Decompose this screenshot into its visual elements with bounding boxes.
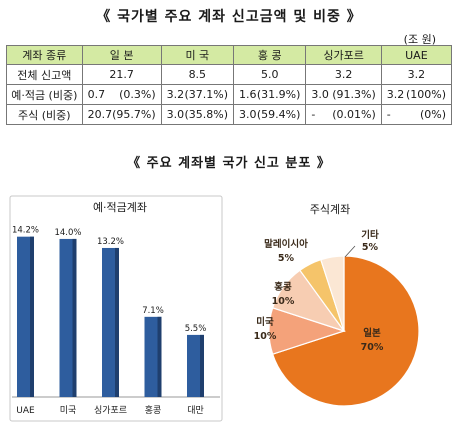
bar — [187, 334, 204, 397]
bar-category-label: 홍콩 — [145, 404, 162, 416]
bar — [17, 236, 34, 397]
table-cell: 3.0 (35.8%) — [160, 104, 235, 125]
cell-value: 5.0 — [260, 68, 279, 81]
pie-slice-label: 기타 — [361, 229, 379, 241]
bar-category-label: 싱가포르 — [94, 405, 127, 416]
cell-value: 3.0 — [239, 108, 257, 121]
table-cell: - (0%) — [380, 104, 453, 125]
bar-value-label: 14.0% — [54, 228, 81, 238]
cell-value: 3.0 — [166, 108, 185, 121]
bar-value-label: 13.2% — [97, 237, 124, 247]
header-cell: 싱가포르 — [305, 45, 382, 65]
cell-share: (91.3%) — [332, 88, 376, 101]
cell-value: 8.5 — [188, 68, 207, 81]
table-cell: 3.2 (37.1%) — [160, 84, 235, 105]
bar-shade — [72, 238, 77, 397]
pie-slice-value: 10% — [272, 296, 295, 307]
bar — [144, 316, 162, 397]
cell-value: 20.7 — [87, 108, 113, 121]
bar-value-label: 5.5% — [185, 324, 207, 334]
pie-slice-value: 5% — [362, 242, 379, 253]
bar — [59, 238, 77, 397]
cell-share: (0%) — [419, 108, 446, 121]
bar-category-label: UAE — [16, 406, 35, 416]
header-cell: 미 국 — [160, 45, 235, 65]
bar-shade — [157, 316, 162, 397]
pie-slice-value: 5% — [278, 253, 295, 264]
cell-share: (0.3%) — [119, 88, 156, 101]
cell-value: - — [386, 108, 391, 121]
table-cell: 20.7 (95.7%) — [81, 104, 162, 125]
table-header-row: 계좌 종류 일 본 미 국 홍 콩 싱가포르 UAE — [6, 45, 453, 65]
page-title: 《 국가별 주요 계좌 신고금액 및 비중 》 — [96, 9, 362, 25]
cell-share: (31.9%) — [256, 88, 301, 101]
bar-shade — [30, 236, 34, 397]
pie-slice-label: 말레이시아 — [264, 238, 308, 250]
bar-category-label: 대만 — [187, 405, 204, 416]
bar-shade — [115, 247, 119, 397]
pie-slice-label: 일본 — [363, 327, 381, 339]
cell-value: - — [311, 108, 316, 121]
table-cell: 3.2 — [305, 64, 382, 85]
bar-chart-title: 예·적금계좌 — [92, 201, 148, 214]
pie-slice-value: 70% — [361, 342, 384, 353]
pie-leader-line — [344, 245, 356, 258]
cell-share: (59.4%) — [256, 108, 301, 121]
unit-label: (조 원) — [403, 33, 436, 46]
header-cell: 홍 콩 — [233, 45, 307, 65]
bar-value-label: 14.2% — [12, 226, 39, 236]
cell-share: (35.8%) — [184, 108, 229, 121]
row-label: 전체 신고액 — [6, 64, 83, 85]
table-cell: 3.0 (59.4%) — [233, 104, 307, 125]
cell-share: (100%) — [405, 88, 446, 101]
cell-value: 1.6 — [239, 88, 257, 101]
cell-value: 21.7 — [109, 68, 134, 81]
cell-value: 3.2 — [407, 68, 426, 81]
section-title: 《 주요 계좌별 국가 신고 분포 》 — [127, 156, 331, 171]
table-row: 주식 (비중) 20.7 (95.7%) 3.0 (35.8%) 3.0 (59.4%… — [6, 104, 453, 125]
table-cell: - (0.01%) — [305, 104, 382, 125]
cell-share: (37.1%) — [184, 88, 229, 101]
cell-value: 0.7 — [87, 88, 106, 101]
bar-shade — [200, 334, 204, 397]
amount-table: 계좌 종류 일 본 미 국 홍 콩 싱가포르 UAE 전체 신고액 21.7 8… — [6, 45, 453, 125]
bar-chart-frame — [9, 195, 223, 422]
row-label: 주식 (비중) — [6, 104, 83, 125]
pie-slice — [320, 255, 345, 332]
header-cell: 일 본 — [81, 45, 162, 65]
cell-value: 3.0 — [311, 88, 329, 101]
pie-slice-label: 미국 — [256, 316, 274, 328]
header-cell: 계좌 종류 — [6, 45, 83, 65]
bar-category-label: 미국 — [60, 405, 77, 416]
pie-chart-title: 주식계좌 — [309, 203, 351, 216]
pie-slice-label: 홍콩 — [274, 281, 292, 293]
cell-value: 3.2 — [334, 68, 353, 81]
table-cell: 3.0 (91.3%) — [305, 84, 382, 105]
cell-value: 3.2 — [166, 88, 185, 101]
bar-value-label: 7.1% — [142, 306, 164, 316]
header-cell: UAE — [380, 45, 453, 65]
bar — [102, 247, 119, 397]
cell-share: (95.7%) — [112, 108, 156, 121]
cell-share: (0.01%) — [332, 108, 376, 121]
cell-value: 3.2 — [386, 88, 405, 101]
pie-slice-value: 10% — [254, 331, 277, 342]
